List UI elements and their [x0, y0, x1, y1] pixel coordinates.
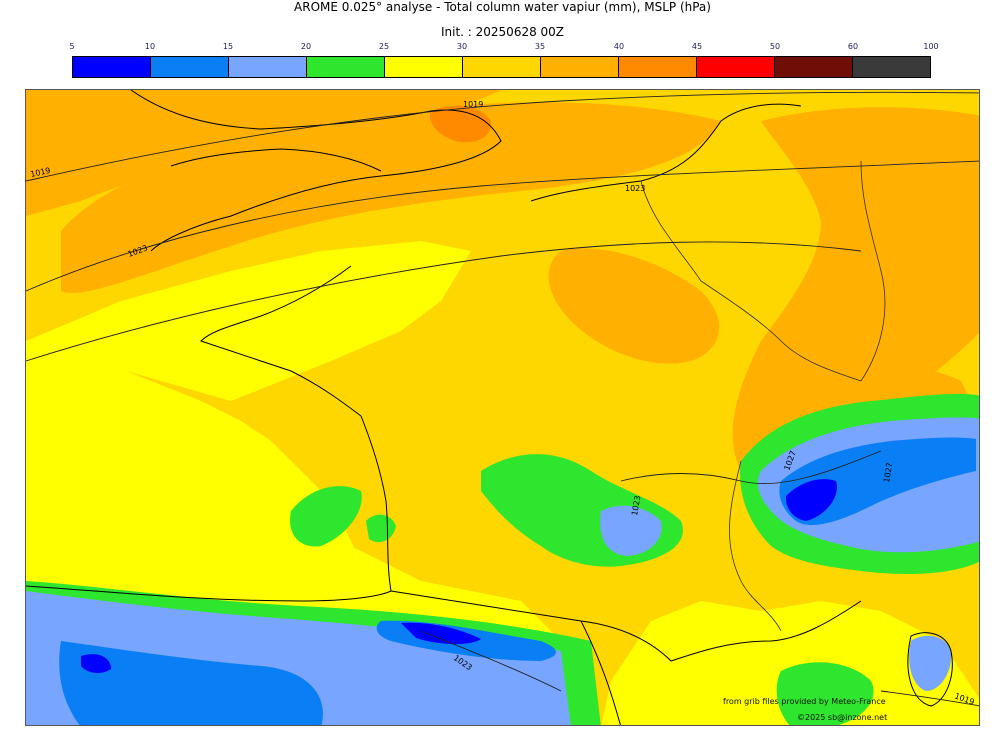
data-source-credit: from grib files provided by Meteo-France [723, 697, 886, 706]
colorbar-tick: 50 [769, 42, 781, 51]
field-35-40-central [548, 248, 720, 364]
isobar-label: 1019 [463, 100, 483, 109]
colorbar-tick: 100 [923, 42, 939, 51]
field-20-25-med [776, 662, 874, 725]
colorbar-tick: 10 [144, 42, 156, 51]
colorbar-segment-35-40 [541, 57, 619, 77]
colorbar-tick: 40 [613, 42, 625, 51]
colorbar-tick: 15 [222, 42, 234, 51]
coastlines [26, 90, 953, 725]
colorbar-segment-25-30 [385, 57, 463, 77]
field-25-30-corridor [26, 241, 471, 401]
map-title: AROME 0.025° analyse - Total column wate… [294, 0, 711, 14]
field-20-25-west [290, 486, 362, 547]
colorbar-tick: 5 [69, 42, 75, 51]
colorbar-tick: 60 [847, 42, 859, 51]
isobar-label: 1023 [630, 495, 642, 517]
field-5-10-alps [785, 479, 837, 521]
colorbar-tick: 20 [300, 42, 312, 51]
isobars [26, 91, 979, 707]
field-10-15-spain [59, 641, 323, 725]
colorbar-tick: 45 [691, 42, 703, 51]
colorbar-segment-15-20 [229, 57, 307, 77]
colorbar-segment-60-100 [853, 57, 930, 77]
colorbar [72, 56, 931, 78]
copyright-credit: ©2025 sb@inzone.net [797, 713, 888, 722]
colorbar-segment-20-25 [307, 57, 385, 77]
colorbar-segment-45-50 [697, 57, 775, 77]
field-15-20-corsica [909, 635, 952, 691]
colorbar-segment-30-35 [463, 57, 541, 77]
isobar-label: 1023 [625, 184, 645, 193]
weather-map[interactable]: 1019 1019 1023 1023 1027 1027 1023 1023 … [25, 89, 980, 726]
init-time: Init. : 20250628 00Z [440, 25, 565, 39]
field-35-40-north [26, 90, 501, 216]
field-40-45-south-england [429, 105, 492, 143]
colorbar-segment-50-60 [775, 57, 853, 77]
colorbar-tick: 25 [378, 42, 390, 51]
isobar-label: 1027 [882, 462, 894, 484]
colorbar-tick: 30 [456, 42, 468, 51]
map-canvas: 1019 1019 1023 1023 1027 1027 1023 1023 … [26, 90, 979, 725]
field-5-10-spain [81, 654, 111, 673]
colorbar-tick: 35 [534, 42, 546, 51]
field-15-20-massif-central [600, 505, 662, 556]
colorbar-segment-5-10 [73, 57, 151, 77]
colorbar-segment-10-15 [151, 57, 229, 77]
field-5-10-pyrenees [401, 622, 481, 645]
colorbar-segment-40-45 [619, 57, 697, 77]
field-20-25-west-small [366, 514, 396, 543]
borders [640, 160, 886, 632]
field-30-35 [26, 90, 979, 725]
isobar-label: 1019 [30, 166, 52, 179]
